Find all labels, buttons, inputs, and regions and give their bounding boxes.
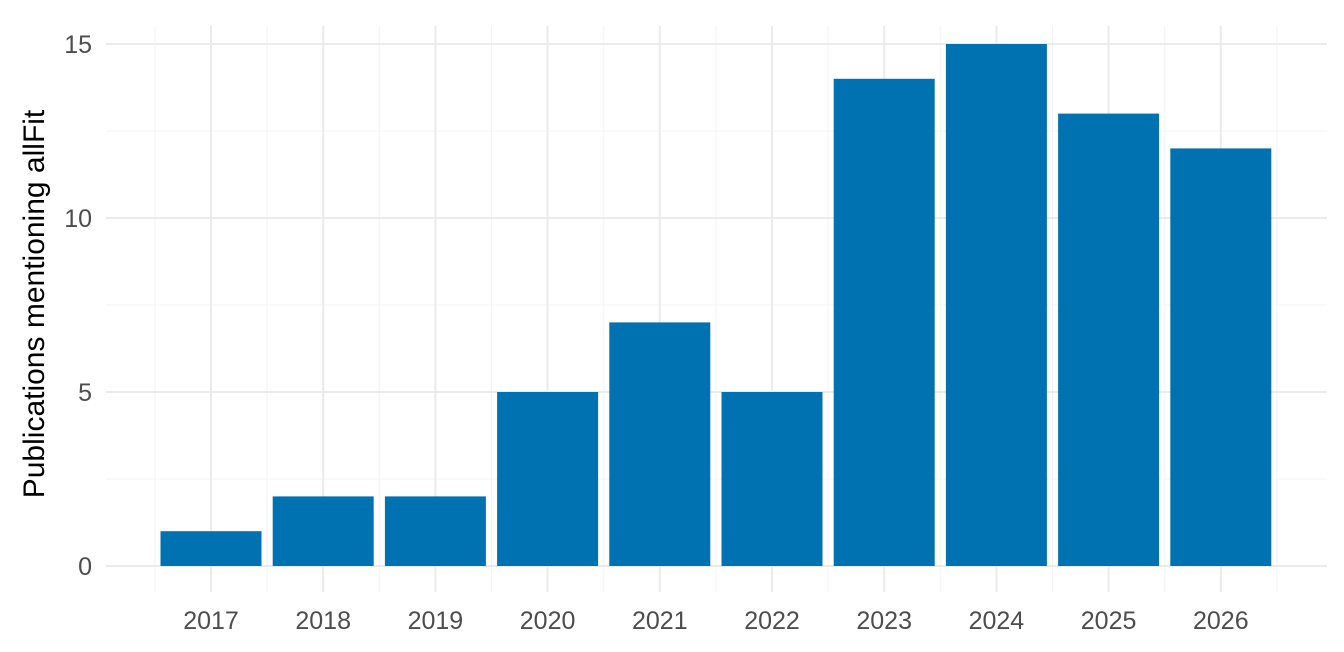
- y-tick-label: 10: [64, 205, 92, 233]
- bar-2018: [272, 496, 374, 566]
- x-tick-label: 2024: [969, 607, 1025, 635]
- bar-2020: [497, 392, 599, 566]
- bar-2026: [1170, 148, 1272, 566]
- bars-layer: [160, 44, 1272, 567]
- bar-2022: [721, 392, 823, 566]
- bar-2025: [1058, 113, 1160, 566]
- y-axis-title: Publications mentioning allFit: [18, 109, 51, 498]
- bar-2021: [609, 322, 711, 566]
- y-tick-labels: 0 5 10 15: [64, 31, 92, 581]
- x-tick-label: 2022: [744, 607, 800, 635]
- bar-2017: [160, 531, 262, 566]
- x-tick-label: 2017: [183, 607, 239, 635]
- x-tick-label: 2026: [1193, 607, 1249, 635]
- bar-2019: [384, 496, 486, 566]
- y-tick-label: 15: [64, 31, 92, 59]
- y-tick-label: 0: [78, 553, 92, 581]
- x-tick-label: 2021: [632, 607, 688, 635]
- x-tick-label: 2018: [295, 607, 351, 635]
- x-tick-labels: 2017 2018 2019 2020 2021 2022 2023 2024 2025 2026: [183, 607, 1248, 635]
- bar-2024: [945, 44, 1047, 566]
- x-tick-label: 2020: [520, 607, 576, 635]
- x-tick-label: 2023: [856, 607, 912, 635]
- x-tick-label: 2025: [1081, 607, 1137, 635]
- x-tick-label: 2019: [408, 607, 464, 635]
- y-tick-label: 5: [78, 379, 92, 407]
- bar-2023: [833, 78, 935, 567]
